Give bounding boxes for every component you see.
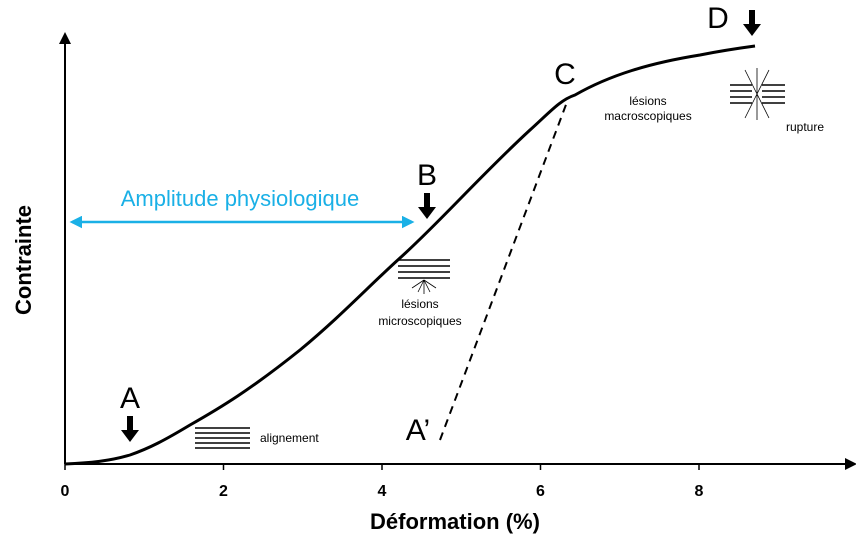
unload-line [439, 101, 568, 441]
annotation: rupture [786, 120, 824, 134]
range-label: Amplitude physiologique [121, 186, 360, 211]
down-arrows [121, 10, 761, 442]
point-label: B [417, 159, 437, 192]
fibers-aligned [195, 427, 250, 449]
x-tick-label: 6 [536, 483, 545, 500]
stress-strain-curve [64, 44, 756, 466]
x-tick-label: 8 [695, 483, 704, 500]
fibers-rupture [730, 68, 785, 120]
x-axis-label: Déformation (%) [370, 509, 540, 534]
x-tick-label: 4 [378, 483, 387, 500]
annotation: macroscopiques [604, 109, 691, 123]
point-label: D [707, 2, 729, 35]
point-label: A’ [406, 414, 430, 447]
fibers-micro [398, 259, 450, 294]
annotation: lésions [401, 297, 438, 311]
annotation: alignement [260, 431, 319, 445]
x-tick-label: 0 [61, 483, 70, 500]
annotation: lésions [629, 94, 666, 108]
x-tick-label: 2 [219, 483, 228, 500]
point-label: A [120, 382, 140, 415]
annotation: microscopiques [378, 314, 461, 328]
point-label: C [554, 58, 576, 91]
y-axis-label: Contrainte [11, 205, 36, 315]
